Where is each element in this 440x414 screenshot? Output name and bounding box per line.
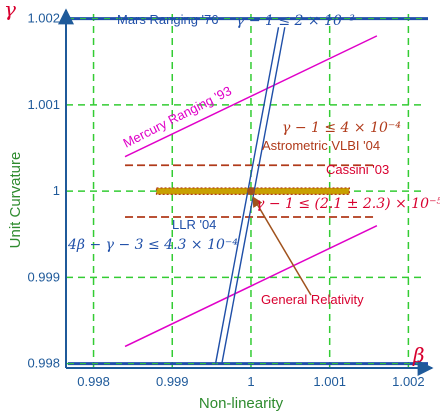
y-tick-label-2: 1 bbox=[53, 183, 60, 198]
gr-label: General Relativity bbox=[261, 292, 364, 307]
x-tick-label-3: 1.001 bbox=[313, 374, 346, 389]
mercury-label: Mercury Ranging '93 bbox=[121, 83, 234, 151]
llr-label: LLR '04 bbox=[172, 217, 216, 232]
mercury-ranging-line-1 bbox=[124, 224, 378, 348]
y-tick-label-3: 1.001 bbox=[27, 97, 60, 112]
x-axis-label: Non-linearity bbox=[199, 395, 284, 412]
series-layer bbox=[68, 17, 428, 366]
vlbi-label: Astrometric VLBI '04 bbox=[262, 138, 380, 153]
mars-label: Mars Ranging '76 bbox=[117, 12, 218, 27]
tick-labels: 0.998 0.999 1 1.001 1.002 0.998 0.999 1 1.001 1.0… bbox=[27, 11, 424, 389]
llr-line-1 bbox=[221, 27, 286, 364]
y-tick-label-0: 0.998 bbox=[27, 356, 60, 371]
x-tick-label-2: 1 bbox=[247, 374, 254, 389]
y-axis-symbol: γ bbox=[4, 0, 16, 21]
x-axis-symbol: β bbox=[412, 343, 425, 367]
gr-pointer bbox=[252, 196, 312, 296]
mercury-ranging-line-0 bbox=[124, 35, 378, 158]
llr-line-0 bbox=[214, 27, 280, 364]
x-tick-label-1: 0.999 bbox=[156, 374, 189, 389]
mars-bound: γ − 1 ≤ 2 × 10⁻³ bbox=[236, 13, 355, 29]
cassini-label: Cassini '03 bbox=[326, 162, 389, 177]
x-tick-label-0: 0.998 bbox=[77, 374, 110, 389]
y-tick-label-4: 1.002 bbox=[27, 11, 60, 26]
llr-bound: 4β − γ − 3 ≤ 4.3 × 10⁻⁴ bbox=[67, 237, 238, 253]
cassini-bound: γ − 1 ≤ (2.1 ± 2.3) × 10⁻⁵ bbox=[256, 196, 440, 212]
y-axis-label: Unit Curvature bbox=[7, 152, 24, 249]
x-tick-label-4: 1.002 bbox=[392, 374, 425, 389]
gr-point bbox=[246, 187, 255, 196]
vlbi-bound: γ − 1 ≤ 4 × 10⁻⁴ bbox=[282, 120, 401, 136]
y-tick-label-1: 0.999 bbox=[27, 269, 60, 284]
